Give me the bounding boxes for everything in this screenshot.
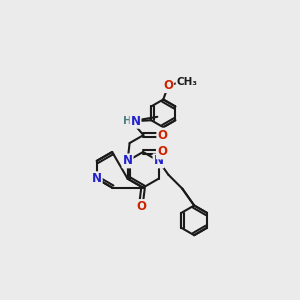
Text: O: O xyxy=(163,79,173,92)
Text: N: N xyxy=(154,154,164,167)
Text: N: N xyxy=(123,154,133,167)
Text: O: O xyxy=(136,200,146,213)
Text: O: O xyxy=(157,129,167,142)
Text: H: H xyxy=(123,116,132,126)
Text: N: N xyxy=(92,172,102,185)
Text: N: N xyxy=(130,115,140,128)
Text: CH₃: CH₃ xyxy=(177,76,198,87)
Text: O: O xyxy=(157,146,167,158)
